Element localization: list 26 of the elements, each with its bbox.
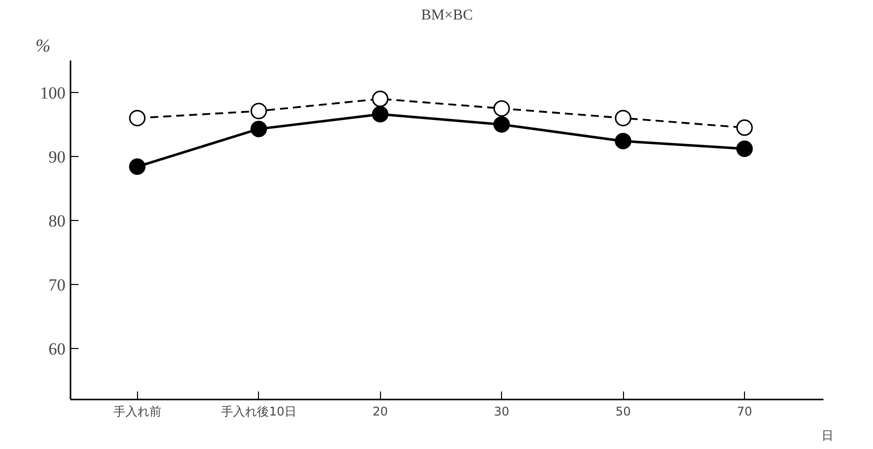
point	[736, 119, 753, 136]
point	[736, 140, 753, 158]
point	[493, 100, 510, 117]
point	[129, 110, 146, 126]
y-tick-label: 90	[48, 147, 66, 166]
point	[372, 106, 388, 122]
x-tick-label: 30	[494, 404, 510, 418]
point	[250, 120, 267, 138]
point	[614, 110, 632, 126]
x-tick-label: 手入れ後10日	[221, 404, 296, 418]
y-tick-label: 80	[48, 211, 66, 230]
y-tick-label: 100	[40, 83, 66, 102]
x-tick-label: 20	[372, 404, 388, 418]
y-axis-title: %	[36, 36, 50, 56]
y-tick-label: 70	[48, 275, 66, 294]
point	[614, 132, 632, 150]
x-axis-title: 日	[822, 428, 834, 442]
x-tick-label: 70	[736, 404, 752, 418]
x-tick-label: 50	[615, 404, 631, 418]
chart-title: BM×BC	[421, 8, 473, 24]
x-tick-label: 手入れ前	[113, 404, 162, 418]
point	[493, 116, 510, 133]
y-tick-label: 60	[48, 339, 66, 358]
point	[372, 90, 388, 108]
point	[129, 158, 146, 175]
point	[250, 102, 267, 120]
